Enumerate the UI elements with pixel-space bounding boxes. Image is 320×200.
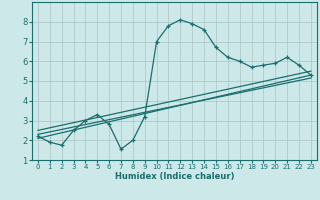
X-axis label: Humidex (Indice chaleur): Humidex (Indice chaleur): [115, 172, 234, 181]
